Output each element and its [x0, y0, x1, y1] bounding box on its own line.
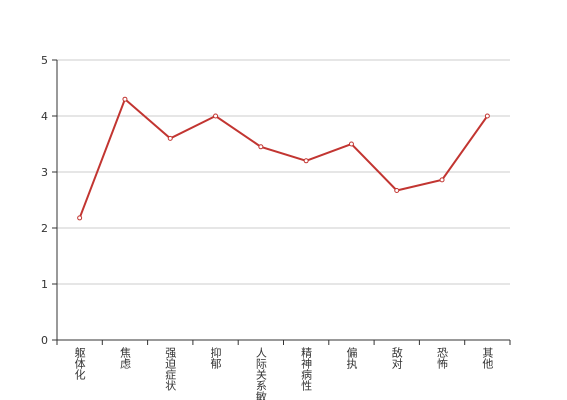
x-tick-label: 强迫症状	[164, 347, 177, 391]
x-tick-label: 其他	[481, 347, 494, 369]
y-tick-label: 1	[41, 278, 48, 291]
x-tick-label: 人际关系敏感	[254, 347, 267, 400]
x-tick-label: 焦虑	[118, 347, 131, 369]
x-tick-label: 精神病性	[300, 347, 313, 392]
x-tick-label: 敌对	[390, 346, 403, 369]
line	[78, 97, 489, 219]
point	[167, 135, 173, 141]
y-tick-label: 0	[41, 334, 48, 347]
y-tick-label: 5	[41, 54, 48, 67]
x-tick-label: 恐怖	[436, 347, 449, 369]
x-tick-label: 偏执	[345, 346, 358, 370]
y-tick-label: 3	[41, 166, 48, 179]
point	[348, 141, 354, 147]
y-tick-label: 2	[41, 222, 48, 235]
point	[439, 177, 445, 183]
point	[484, 113, 490, 119]
point	[394, 187, 400, 193]
point	[122, 96, 128, 102]
x-tick-label: 抑郁	[209, 346, 222, 369]
y-tick-label: 4	[41, 110, 48, 123]
x-tick-label: 躯体化	[73, 347, 86, 381]
point	[77, 215, 83, 221]
point	[303, 158, 309, 164]
point	[258, 144, 264, 150]
point	[213, 113, 219, 119]
